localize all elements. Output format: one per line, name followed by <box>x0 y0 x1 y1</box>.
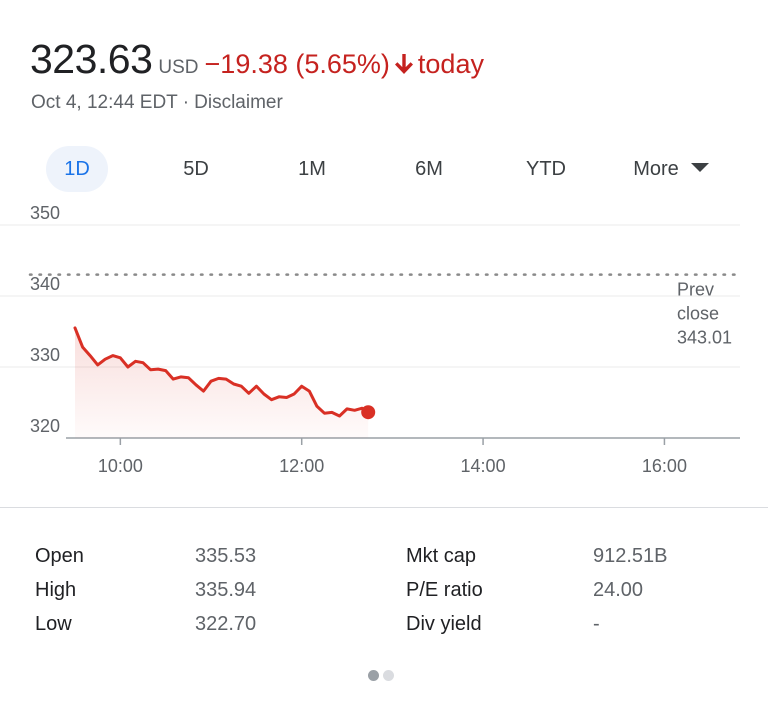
down-arrow-icon <box>394 54 413 74</box>
stat-divyield-value: - <box>593 613 600 635</box>
stat-pe-value: 24.00 <box>593 579 644 601</box>
stat-low-value: 322.70 <box>195 613 257 635</box>
x-tick-label: 12:00 <box>279 456 324 476</box>
today-label: today <box>417 49 484 79</box>
price-line <box>73 326 370 418</box>
stat-divyield-label: Div yield <box>406 613 482 635</box>
disclaimer-link[interactable]: Disclaimer <box>194 92 283 113</box>
stat-high-value: 335.94 <box>195 579 257 601</box>
x-tick-label: 10:00 <box>98 456 143 476</box>
page-dot-2[interactable] <box>383 670 394 681</box>
y-tick-label: 350 <box>30 203 60 223</box>
prev-close-label: Prev <box>677 280 714 300</box>
tab-1m[interactable]: 1M <box>298 158 326 180</box>
current-price: 323.63 <box>30 36 153 82</box>
stat-open-label: Open <box>35 545 84 567</box>
x-tick-label: 16:00 <box>642 456 687 476</box>
separator: · <box>182 92 190 113</box>
page-dot-1[interactable] <box>368 670 379 681</box>
divider <box>0 507 768 508</box>
current-price-dot <box>361 405 376 420</box>
stat-pe-label: P/E ratio <box>406 579 483 601</box>
tab-5d[interactable]: 5D <box>183 158 209 180</box>
prev-close-label: close <box>677 304 719 324</box>
stat-mktcap-label: Mkt cap <box>406 545 477 567</box>
tab-1d[interactable]: 1D <box>46 146 108 192</box>
tab-more-label: More <box>633 158 679 180</box>
range-tabs: 1D 5D 1M 6M YTD More <box>0 146 768 196</box>
stat-open-value: 335.53 <box>195 545 257 567</box>
stat-mktcap-value: 912.51B <box>593 545 668 567</box>
price-change: −19.38 (5.65%) <box>204 49 390 79</box>
stat-high-label: High <box>35 579 77 601</box>
currency-label: USD <box>158 57 199 78</box>
stat-low-label: Low <box>35 613 72 635</box>
tab-more[interactable]: More <box>616 146 726 192</box>
timestamp: Oct 4, 12:44 EDT <box>31 92 178 113</box>
caret-down-icon <box>690 163 709 172</box>
prev-close-label: 343.01 <box>677 328 732 348</box>
tab-6m[interactable]: 6M <box>415 158 443 180</box>
timestamp-line: Oct 4, 12:44 EDT · Disclaimer <box>31 92 283 114</box>
price-chart: 320 330 340 350 10:00 12:00 14:00 16:00 Prev clos… <box>0 203 742 476</box>
pagination-dots <box>368 668 398 686</box>
y-tick-label: 340 <box>30 274 60 294</box>
price-area <box>75 327 369 438</box>
x-tick-label: 14:00 <box>461 456 506 476</box>
y-tick-label: 330 <box>30 345 60 365</box>
y-tick-label: 320 <box>30 416 60 436</box>
tab-ytd[interactable]: YTD <box>526 158 566 180</box>
quote-header: 323.63 USD −19.38 (5.65%) today <box>30 36 484 83</box>
